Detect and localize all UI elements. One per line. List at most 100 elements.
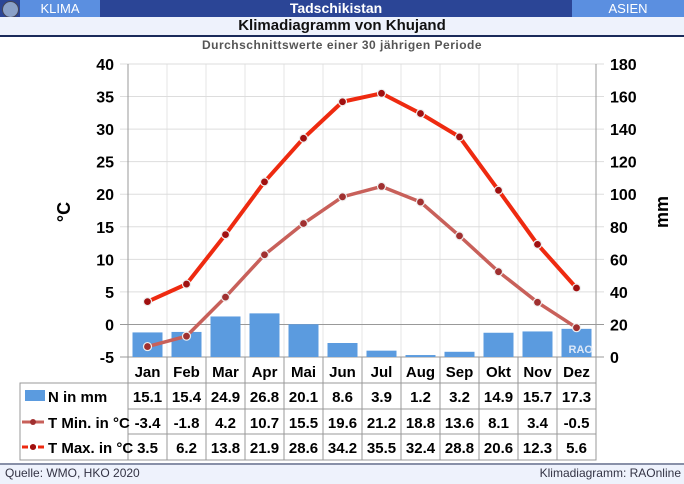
tmax-point xyxy=(220,229,231,240)
month-label: Sep xyxy=(446,364,474,381)
table-cell: 28.8 xyxy=(445,440,474,457)
table-cell: 21.9 xyxy=(250,440,279,457)
source-text: Quelle: WMO, HKO 2020 xyxy=(5,466,140,480)
table-cell: 34.2 xyxy=(328,440,357,457)
legend-marker-icon xyxy=(30,419,36,425)
asien-link[interactable]: ASIEN xyxy=(572,0,684,17)
month-label: Jun xyxy=(329,364,356,381)
chart-subtitle: Durchschnittswerte einer 30 jährigen Per… xyxy=(201,38,483,52)
month-label: Mar xyxy=(212,364,239,381)
tmax-point xyxy=(493,185,504,195)
y2-axis-label: mm xyxy=(652,196,672,228)
tmin-point xyxy=(532,297,543,307)
y2-tick-label: 140 xyxy=(610,122,637,139)
y-tick-label: -5 xyxy=(100,350,114,367)
tmin-point xyxy=(298,218,309,229)
month-label: Mai xyxy=(291,364,316,381)
precip-bar xyxy=(522,331,553,357)
table-cell: 8.1 xyxy=(488,415,509,432)
table-cell: 35.5 xyxy=(367,440,396,457)
legend-marker-icon xyxy=(30,444,36,450)
country-title: Tadschikistan xyxy=(289,0,383,16)
tmin-point xyxy=(181,331,192,341)
table-cell: 26.8 xyxy=(250,389,279,406)
month-label: Nov xyxy=(523,364,552,381)
legend-bar-icon xyxy=(25,390,45,401)
precip-bar xyxy=(288,324,319,357)
table-cell: 24.9 xyxy=(211,389,240,406)
y-tick-label: 40 xyxy=(96,57,114,74)
tmin-point xyxy=(493,267,504,277)
y-tick-label: 10 xyxy=(96,252,114,269)
tmin-point xyxy=(220,292,231,302)
month-label: Apr xyxy=(252,364,278,381)
table-cell: 3.9 xyxy=(371,389,392,406)
tmax-point xyxy=(181,279,192,289)
precip-bar xyxy=(444,351,475,357)
table-cell: 18.8 xyxy=(406,415,435,432)
legend-label: N in mm xyxy=(48,389,107,406)
legend-label: T Min. in °C xyxy=(48,415,130,432)
y-tick-label: 30 xyxy=(96,122,114,139)
tmin-point xyxy=(142,341,153,352)
y-tick-label: 15 xyxy=(96,220,114,237)
precip-bar xyxy=(210,316,241,357)
precip-bar xyxy=(561,328,592,357)
table-cell: 20.1 xyxy=(289,389,318,406)
month-label: Jul xyxy=(371,364,393,381)
tmin-point xyxy=(454,231,465,241)
table-cell: 13.8 xyxy=(211,440,240,457)
y-tick-label: 0 xyxy=(105,317,114,334)
y-tick-label: 5 xyxy=(105,285,114,302)
y2-tick-label: 0 xyxy=(610,350,619,367)
table-cell: 28.6 xyxy=(289,440,318,457)
tmax-point xyxy=(142,297,153,307)
y2-tick-label: 180 xyxy=(610,57,637,74)
table-cell: 17.3 xyxy=(562,389,591,406)
table-cell: 15.7 xyxy=(523,389,552,406)
table-cell: 3.5 xyxy=(137,440,158,457)
precip-bar xyxy=(366,350,397,357)
month-label: Aug xyxy=(406,364,435,381)
watermark: RAO xyxy=(569,344,594,356)
table-cell: 4.2 xyxy=(215,415,236,432)
tmin-point xyxy=(415,197,426,207)
y-tick-label: 25 xyxy=(96,155,114,172)
table-cell: 1.2 xyxy=(410,389,431,406)
table-cell: -0.5 xyxy=(564,415,590,432)
y2-tick-label: 60 xyxy=(610,252,628,269)
tmax-point xyxy=(337,97,348,107)
klima-link[interactable]: KLIMA xyxy=(20,0,100,17)
y2-tick-label: 100 xyxy=(610,187,637,204)
tmax-point xyxy=(571,283,582,293)
month-label: Okt xyxy=(486,364,511,381)
tmax-line xyxy=(146,91,578,304)
tmax-point xyxy=(532,239,543,249)
tmin-point xyxy=(376,181,387,192)
top-bar: KLIMA Tadschikistan ASIEN xyxy=(0,0,684,18)
table-cell: 32.4 xyxy=(406,440,436,457)
table-cell: 15.4 xyxy=(172,389,202,406)
table-cell: 12.3 xyxy=(523,440,552,457)
legend-label: T Max. in °C xyxy=(48,440,133,457)
table-cell: 8.6 xyxy=(332,389,353,406)
month-label: Feb xyxy=(173,364,200,381)
tmin-point xyxy=(259,250,270,260)
credit-text: Klimadiagramm: RAOnline xyxy=(539,466,681,480)
tmax-point xyxy=(454,132,465,142)
table-cell: 3.4 xyxy=(527,415,549,432)
y2-tick-label: 160 xyxy=(610,90,637,107)
month-label: Dez xyxy=(563,364,590,381)
tmin-point xyxy=(337,192,348,202)
table-cell: 5.6 xyxy=(566,440,587,457)
table-cell: 13.6 xyxy=(445,415,474,432)
precip-bar xyxy=(327,343,358,357)
table-cell: 14.9 xyxy=(484,389,513,406)
table-cell: 15.5 xyxy=(289,415,318,432)
chart-title: Klimadiagramm von Khujand xyxy=(0,17,684,37)
y2-tick-label: 20 xyxy=(610,317,628,334)
tmax-point xyxy=(415,108,426,119)
table-cell: 19.6 xyxy=(328,415,357,432)
y2-tick-label: 120 xyxy=(610,155,637,172)
